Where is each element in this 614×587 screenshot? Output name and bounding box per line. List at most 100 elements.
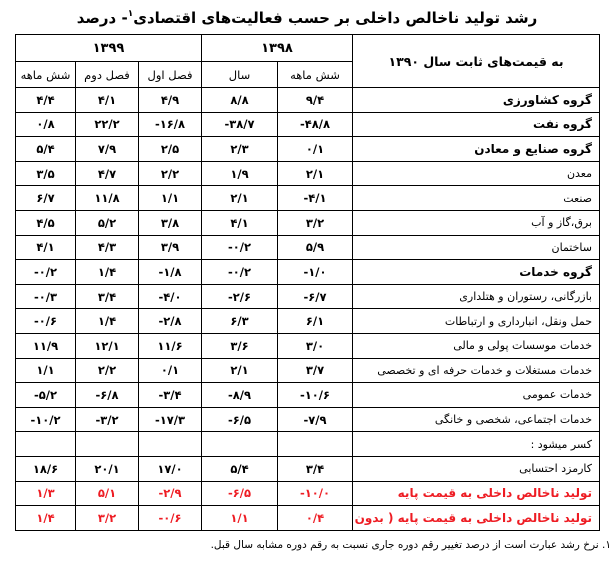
header-price-basis: به قیمت‌های ثابت سال ۱۳۹۰ <box>352 34 600 88</box>
header-year-1398: ۱۳۹۸ <box>201 34 353 62</box>
cell-value: ۷/۹ <box>75 136 139 162</box>
table-row: صنعت -۴/۱ ۲/۱ ۱/۱ ۱۱/۸ ۶/۷ <box>14 185 600 211</box>
cell-value: -۲/۹ <box>138 480 202 507</box>
row-label: خدمات عمومی <box>352 382 600 408</box>
cell-value <box>277 431 353 457</box>
cell-value: ۳/۴ <box>277 455 353 482</box>
cell-value: ۴/۱ <box>201 209 278 236</box>
cell-value: ۱۲/۱ <box>75 332 139 359</box>
cell-value <box>201 431 278 457</box>
cell-value: -۴۸/۸ <box>277 111 353 138</box>
table-row: ساختمان ۵/۹ -۰/۲ ۳/۹ ۴/۳ ۴/۱ <box>14 234 600 261</box>
cell-value: ۵/۹ <box>277 234 353 261</box>
cell-value: -۴/۱ <box>277 185 353 211</box>
page-title-main: رشد تولید ناخالص داخلی بر حسب فعالیت‌های… <box>133 9 538 27</box>
cell-value: ۵/۲ <box>75 209 139 236</box>
row-label: خدمات مستغلات و خدمات حرفه ای و تخصصی <box>352 357 600 384</box>
cell-value: -۱/۸ <box>138 259 202 285</box>
cell-value: ۲/۱ <box>201 185 278 211</box>
cell-value: -۰/۶ <box>138 505 202 531</box>
cell-value: ۵/۴ <box>201 455 278 482</box>
row-label: گروه کشاورزی <box>352 87 600 113</box>
row-label: معدن <box>352 160 600 187</box>
cell-value: ۱۷/۰ <box>138 455 202 482</box>
table-row: بازرگانی، رستوران و هتلداری -۶/۷ -۲/۶ -۴… <box>14 283 600 310</box>
cell-value: -۱۰/۰ <box>277 480 353 507</box>
cell-value: -۰/۲ <box>201 234 278 261</box>
cell-value: -۰/۳ <box>14 283 77 310</box>
cell-value <box>75 431 139 457</box>
cell-value: ۱۱/۹ <box>14 332 77 359</box>
table-row: خدمات عمومی -۱۰/۶ -۸/۹ -۳/۴ -۶/۸ -۵/۲ <box>14 382 600 408</box>
row-label: گروه خدمات <box>352 259 600 285</box>
row-label: گروه نفت <box>352 111 600 138</box>
cell-value: -۵/۲ <box>14 382 77 408</box>
table-row: تولید ناخالص داخلی به قیمت پایه ( بدون ن… <box>14 505 600 531</box>
cell-value: -۶/۷ <box>277 283 353 310</box>
cell-value: ۳/۸ <box>138 209 202 236</box>
cell-value: -۶/۵ <box>201 480 278 507</box>
row-label: خدمات موسسات پولی و مالی <box>352 332 600 359</box>
cell-value: -۴/۰ <box>138 283 202 310</box>
cell-value: ۲۲/۲ <box>75 111 139 138</box>
cell-value: -۰/۲ <box>201 259 278 285</box>
table-row: خدمات اجتماعی، شخصی و خانگی -۷/۹ -۶/۵ -۱… <box>14 406 600 433</box>
cell-value: ۱/۴ <box>75 308 139 334</box>
table-row: خدمات مستغلات و خدمات حرفه ای و تخصصی ۳/… <box>14 357 600 384</box>
row-label: بازرگانی، رستوران و هتلداری <box>352 283 600 310</box>
cell-value: ۴/۴ <box>14 87 77 113</box>
cell-value: ۳/۰ <box>277 332 353 359</box>
cell-value: -۱۰/۲ <box>14 406 77 433</box>
table-row: گروه صنایع و معادن ۰/۱ ۲/۳ ۲/۵ ۷/۹ ۵/۴ <box>14 136 600 162</box>
table-row: گروه نفت -۴۸/۸ -۳۸/۷ -۱۶/۸ ۲۲/۲ ۰/۸ <box>14 111 600 138</box>
table-row: کسر میشود : <box>14 431 600 457</box>
page-title: رشد تولید ناخالص داخلی بر حسب فعالیت‌های… <box>10 9 604 27</box>
row-label: تولید ناخالص داخلی به قیمت پایه ( بدون ن… <box>352 505 600 531</box>
page-title-footnote-ref: ۱ <box>127 9 134 19</box>
table-row: تولید ناخالص داخلی به قیمت پایه -۱۰/۰ -۶… <box>14 480 600 507</box>
table-row: معدن ۲/۱ ۱/۹ ۲/۲ ۴/۷ ۳/۵ <box>14 160 600 187</box>
cell-value: ۱/۴ <box>75 259 139 285</box>
cell-value: -۳/۴ <box>138 382 202 408</box>
cell-value: ۴/۵ <box>14 209 77 236</box>
cell-value <box>138 431 202 457</box>
cell-value: ۲/۱ <box>201 357 278 384</box>
cell-value: ۹/۴ <box>277 87 353 113</box>
cell-value: ۳/۶ <box>201 332 278 359</box>
cell-value: ۲/۲ <box>75 357 139 384</box>
cell-value: ۰/۱ <box>138 357 202 384</box>
header-1399-q2: فصل دوم <box>75 61 139 88</box>
cell-value: ۱/۱ <box>14 357 77 384</box>
cell-value: ۴/۳ <box>75 234 139 261</box>
cell-value: -۱۶/۸ <box>138 111 202 138</box>
table-header: به قیمت‌های ثابت سال ۱۳۹۰ ۱۳۹۸ ۱۳۹۹ شش م… <box>14 34 600 88</box>
cell-value: -۷/۹ <box>277 406 353 433</box>
cell-value: ۳/۹ <box>138 234 202 261</box>
page-title-suffix: - درصد <box>76 9 128 27</box>
cell-value: ۶/۷ <box>14 185 77 211</box>
cell-value <box>14 431 77 457</box>
cell-value: ۳/۷ <box>277 357 353 384</box>
cell-value: -۲/۶ <box>201 283 278 310</box>
cell-value: -۱۰/۶ <box>277 382 353 408</box>
cell-value: -۳/۲ <box>75 406 139 433</box>
cell-value: ۵/۱ <box>75 480 139 507</box>
header-year-1399: ۱۳۹۹ <box>14 34 203 62</box>
cell-value: ۱/۱ <box>201 505 278 531</box>
cell-value: -۱۷/۳ <box>138 406 202 433</box>
cell-value: ۸/۸ <box>201 87 278 113</box>
cell-value: ۰/۱ <box>277 136 353 162</box>
cell-value: ۳/۵ <box>14 160 77 187</box>
cell-value: ۵/۴ <box>14 136 77 162</box>
cell-value: ۲/۳ <box>201 136 278 162</box>
cell-value: ۱/۹ <box>201 160 278 187</box>
cell-value: ۳/۲ <box>277 209 353 236</box>
cell-value: ۱۱/۶ <box>138 332 202 359</box>
cell-value: ۲۰/۱ <box>75 455 139 482</box>
row-label: گروه صنایع و معادن <box>352 136 600 162</box>
table-row: خدمات موسسات پولی و مالی ۳/۰ ۳/۶ ۱۱/۶ ۱۲… <box>14 332 600 359</box>
table-header-periods-row: شش ماهه سال فصل اول فصل دوم شش ماهه <box>14 61 599 88</box>
row-label: تولید ناخالص داخلی به قیمت پایه <box>352 480 600 507</box>
cell-value: ۳/۴ <box>75 283 139 310</box>
